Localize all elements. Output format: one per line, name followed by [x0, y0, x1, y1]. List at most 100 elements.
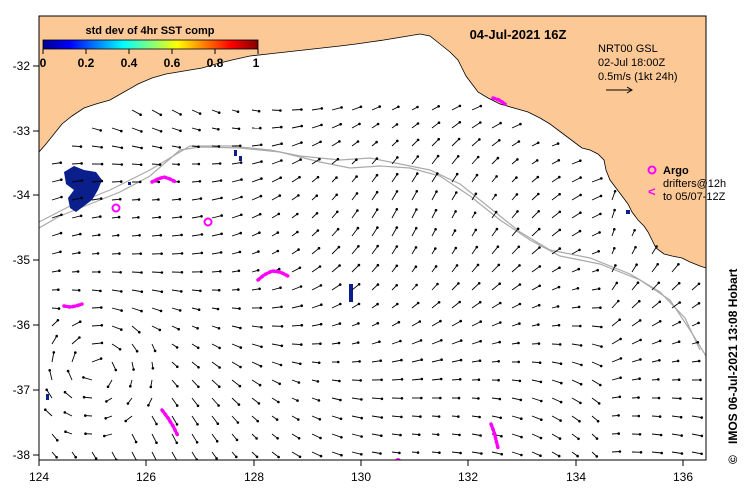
current-arrow-head — [437, 121, 441, 124]
current-arrow — [211, 397, 219, 406]
current-arrow — [171, 415, 178, 425]
current-arrow-head — [52, 351, 56, 354]
current-arrow — [271, 287, 281, 291]
current-arrow-head — [455, 191, 458, 194]
current-arrow-head — [200, 233, 204, 236]
current-arrow-head — [677, 263, 680, 266]
current-arrow-head — [397, 320, 401, 324]
current-arrow-head — [300, 124, 304, 128]
argo-float — [203, 217, 213, 227]
current-arrow-head — [300, 343, 303, 346]
scale-arrow-icon — [606, 86, 633, 94]
current-arrow-head — [100, 306, 103, 309]
current-arrow-head — [257, 402, 261, 405]
current-arrow-head — [518, 379, 522, 383]
current-arrow-head — [538, 361, 542, 365]
current-arrow-head — [255, 437, 258, 440]
current-arrow — [351, 246, 359, 255]
current-arrow — [491, 451, 502, 455]
current-arrow — [111, 343, 121, 350]
current-arrow — [651, 320, 661, 327]
current-arrow — [691, 283, 700, 291]
current-arrow-head — [537, 323, 540, 326]
current-arrow-head — [179, 113, 182, 116]
current-arrow — [471, 340, 481, 345]
current-arrow-head — [677, 340, 681, 344]
colorbar-tick-label: 0.6 — [164, 56, 181, 70]
current-arrow-head — [416, 122, 420, 125]
current-arrow-head — [399, 339, 402, 343]
current-arrow-head — [235, 438, 239, 442]
current-arrow — [511, 415, 522, 420]
current-arrow — [551, 211, 561, 219]
current-arrow — [91, 307, 102, 309]
current-arrow-head — [660, 451, 663, 455]
drifter-legend-line1: drifters@12h — [663, 178, 726, 190]
current-arrow-head — [579, 324, 582, 328]
current-arrow — [271, 306, 282, 309]
current-arrow-head — [617, 414, 620, 417]
current-arrow — [551, 229, 561, 237]
current-arrow — [591, 325, 602, 328]
y-axis: -32 -33 -34 -35 -36 -37 -38 — [13, 59, 39, 462]
current-arrow-head — [579, 176, 582, 179]
current-arrow-head — [335, 176, 338, 179]
current-arrow-head — [99, 197, 103, 200]
current-arrow — [451, 451, 461, 454]
current-arrow — [571, 212, 581, 219]
current-arrow-head — [200, 270, 203, 274]
current-arrow — [471, 321, 481, 327]
current-arrow-head — [99, 129, 102, 132]
current-arrow — [451, 378, 461, 381]
current-arrow-head — [300, 304, 304, 308]
current-arrow-head — [177, 327, 180, 331]
current-arrow-head — [638, 319, 642, 322]
current-arrow — [471, 105, 481, 111]
current-arrow — [391, 191, 398, 201]
current-arrow-head — [478, 359, 482, 363]
current-arrow-head — [320, 303, 323, 307]
current-arrow-head — [160, 290, 164, 294]
current-arrow-head — [618, 318, 621, 322]
current-arrow — [351, 123, 360, 129]
current-arrow-head — [440, 339, 443, 342]
current-arrow-head — [396, 139, 399, 143]
current-arrow — [271, 109, 281, 111]
colorbar: std dev of 4hr SST comp 0 0.2 0.4 0.6 0.… — [40, 25, 260, 70]
current-arrow-head — [139, 252, 142, 255]
current-arrow-head — [596, 419, 600, 423]
current-arrow — [491, 415, 501, 419]
current-arrow — [431, 359, 442, 363]
current-arrow-head — [378, 105, 382, 108]
current-arrow-head — [619, 376, 622, 380]
model-label: NRT00 GSL — [598, 43, 658, 55]
current-arrow-head — [437, 301, 441, 304]
current-arrow-head — [700, 452, 703, 456]
current-arrow — [331, 433, 342, 438]
current-arrow-head — [140, 146, 143, 150]
current-arrow-head — [438, 451, 441, 455]
current-arrow-head — [356, 226, 360, 230]
current-arrow-head — [296, 230, 299, 234]
current-arrow — [151, 325, 161, 331]
current-arrow-head — [376, 244, 380, 248]
current-arrow — [551, 193, 560, 201]
current-arrow — [51, 162, 61, 165]
current-arrow-head — [415, 190, 419, 193]
current-arrow-head — [395, 123, 399, 126]
current-arrow — [671, 415, 682, 418]
current-arrow-head — [375, 140, 378, 144]
current-arrow-head — [106, 385, 110, 389]
current-arrow — [251, 325, 262, 328]
current-arrow-head — [700, 434, 704, 438]
current-arrow-head — [319, 322, 323, 326]
model-time-label: 02-Jul 18:00Z — [598, 57, 666, 69]
current-arrow — [311, 107, 322, 111]
current-arrow-head — [215, 440, 219, 443]
current-arrow — [491, 283, 500, 291]
current-arrow-head — [137, 216, 140, 219]
current-arrow — [51, 319, 59, 327]
current-arrow-head — [634, 246, 637, 249]
current-arrow — [611, 191, 616, 201]
current-arrow — [511, 228, 519, 237]
